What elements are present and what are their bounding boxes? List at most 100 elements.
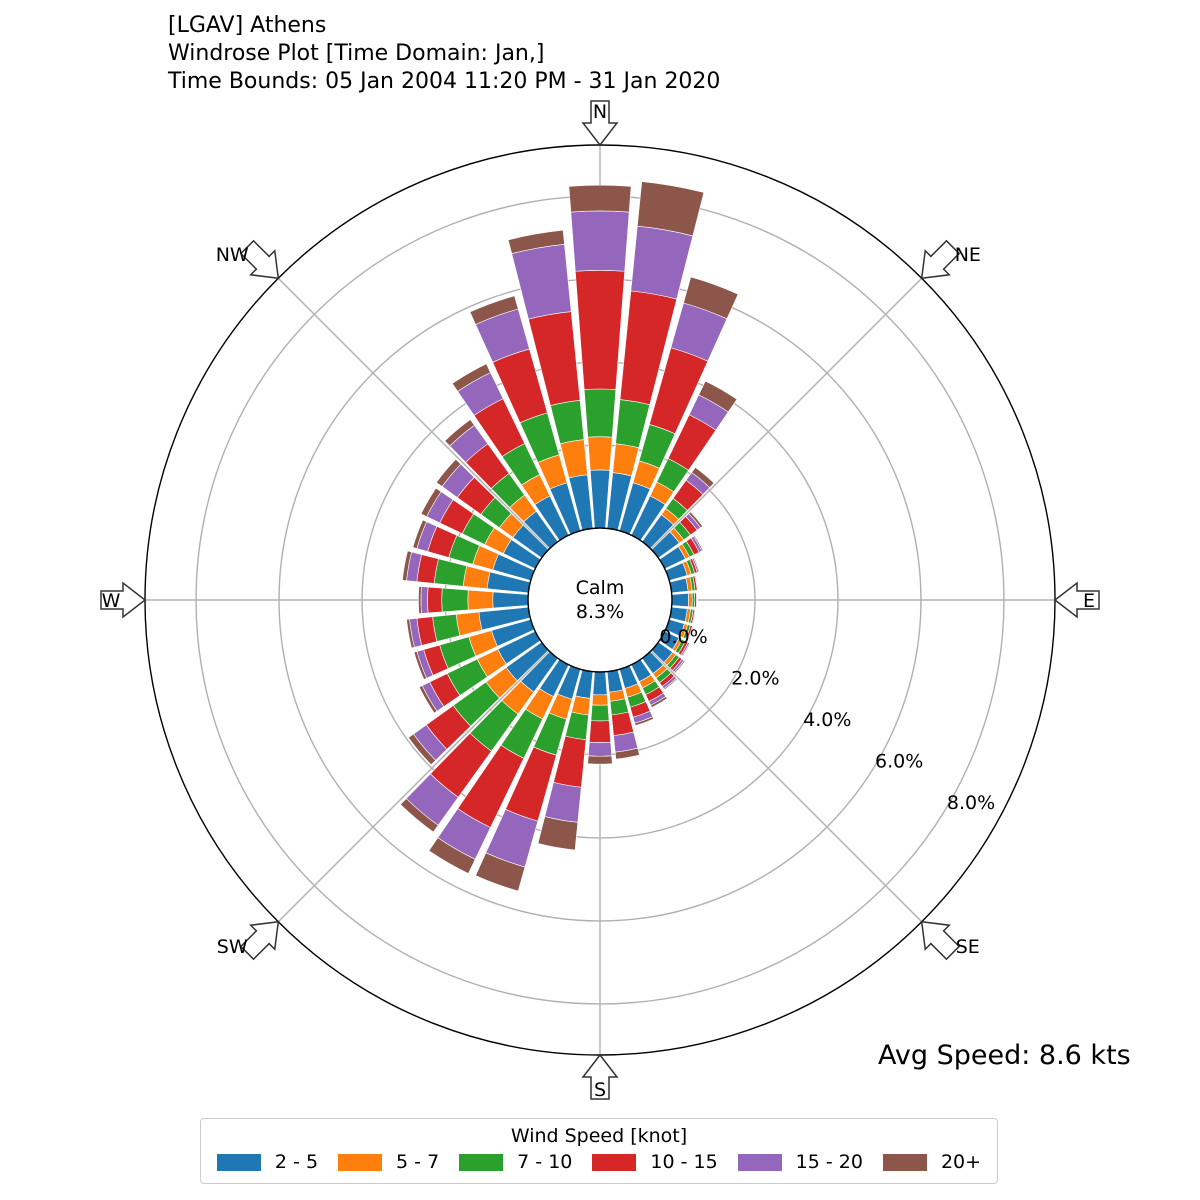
bar-segment (663, 677, 678, 691)
bar-segment (402, 550, 412, 582)
grid-spoke (277, 650, 550, 923)
compass-arrow-icon (239, 239, 280, 280)
compass-arrow-icon (581, 1053, 619, 1100)
bar-segment (683, 276, 739, 320)
compass-label: S (594, 1079, 606, 1101)
compass-label: W (102, 590, 121, 612)
bar-segment (420, 487, 442, 517)
chart-title: [LGAV] Athens Windrose Plot [Time Domain… (168, 12, 720, 96)
compass-label: E (1083, 590, 1095, 612)
bar-segment (588, 720, 612, 743)
bar-segment (475, 852, 526, 892)
radial-tick-label: 4.0% (803, 709, 851, 731)
radial-tick-label: 0.0% (659, 626, 707, 648)
bar-segment (612, 443, 640, 477)
bar-segment (455, 611, 483, 637)
bar-segment (614, 747, 640, 760)
title-time-bounds: Time Bounds: 05 Jan 2004 11:20 PM - 31 J… (168, 69, 721, 94)
legend-label: 15 - 20 (795, 1151, 863, 1173)
bar-segment (432, 614, 461, 642)
bar-segment (671, 593, 689, 607)
bar-segment (441, 587, 469, 613)
bar-segment (469, 295, 519, 325)
bar-segment (433, 558, 468, 587)
bar-segment (435, 458, 462, 487)
bar-segment (587, 741, 613, 757)
legend-item: 7 - 10 (459, 1151, 572, 1173)
bar-segment (412, 519, 427, 549)
legend-swatch (737, 1153, 782, 1171)
compass-label: NW (216, 244, 249, 266)
bar-segment (570, 210, 630, 272)
bar-segment (467, 589, 494, 611)
legend-label: 10 - 15 (650, 1151, 718, 1173)
bar-segment (420, 586, 429, 614)
bar-segment (451, 363, 491, 392)
bar-segment (589, 469, 611, 529)
title-station: [LGAV] Athens (168, 13, 327, 38)
legend-swatch (592, 1153, 637, 1171)
bar-segment (444, 419, 475, 447)
bar-segment (418, 586, 422, 614)
bar-segment (650, 696, 668, 708)
bar-segment (492, 591, 529, 609)
bar-segment (691, 466, 715, 489)
legend: Wind Speed [knot] 2 - 5 5 - 7 7 - 10 10 - 1… (200, 1118, 998, 1184)
bar-segment (611, 711, 635, 736)
bar-segment (511, 243, 572, 320)
legend-swatch (338, 1153, 383, 1171)
bar-segment (400, 798, 439, 833)
bar-segment (507, 229, 565, 254)
bar-segment (590, 704, 610, 722)
radial-tick-label: 6.0% (875, 750, 923, 772)
bar-segment (673, 660, 686, 674)
legend-swatch (216, 1153, 261, 1171)
bar-segment (693, 556, 701, 573)
bar-segment (587, 436, 613, 471)
legend-items: 2 - 5 5 - 7 7 - 10 10 - 15 15 - 20 20+ (201, 1151, 997, 1173)
bar-segment (698, 380, 738, 413)
bar-segment (591, 694, 609, 706)
bar-segment (564, 711, 589, 741)
bar-segment (692, 609, 697, 625)
calm-value: 8.3% (576, 601, 624, 623)
avg-speed-label: Avg Speed: 8.6 kts (878, 1040, 1131, 1071)
bar-segment (687, 625, 695, 641)
bar-segment (550, 400, 585, 445)
bar-segment (428, 837, 476, 874)
bar-segment (408, 733, 437, 766)
legend-item: 20+ (882, 1151, 982, 1173)
legend-swatch (459, 1153, 504, 1171)
bar-segment (688, 511, 704, 529)
legend-label: 2 - 5 (274, 1151, 319, 1173)
grid-spoke (650, 650, 923, 923)
bar-segment (583, 388, 617, 438)
radial-tick-label: 2.0% (731, 667, 779, 689)
compass-arrow-icon (239, 920, 280, 961)
bar-segment (688, 592, 693, 608)
bar-segment (636, 181, 705, 237)
bar-segment (696, 592, 699, 608)
title-plot-type: Windrose Plot [Time Domain: Jan,] (168, 41, 545, 66)
grid-spoke (277, 277, 550, 550)
legend-label: 7 - 10 (517, 1151, 573, 1173)
calm-circle (527, 527, 673, 673)
bar-segment (537, 816, 579, 851)
bar-segment (669, 577, 689, 594)
bar-segment (592, 671, 608, 696)
bar-segment (413, 651, 427, 680)
compass-label: NE (955, 244, 981, 266)
legend-label: 20+ (940, 1151, 982, 1173)
bar-segment (574, 270, 626, 390)
compass-arrow-icon (920, 920, 961, 961)
legend-item: 5 - 7 (338, 1151, 439, 1173)
bar-segment (406, 618, 415, 649)
compass-arrow-icon (100, 581, 147, 619)
compass-arrow-icon (1053, 581, 1100, 619)
compass-label: SE (956, 936, 980, 958)
legend-title: Wind Speed [knot] (510, 1125, 688, 1147)
bar-segment (695, 575, 699, 591)
legend-label: 5 - 7 (396, 1151, 440, 1173)
compass-arrow-icon (920, 239, 961, 280)
bar-segment (544, 781, 582, 823)
